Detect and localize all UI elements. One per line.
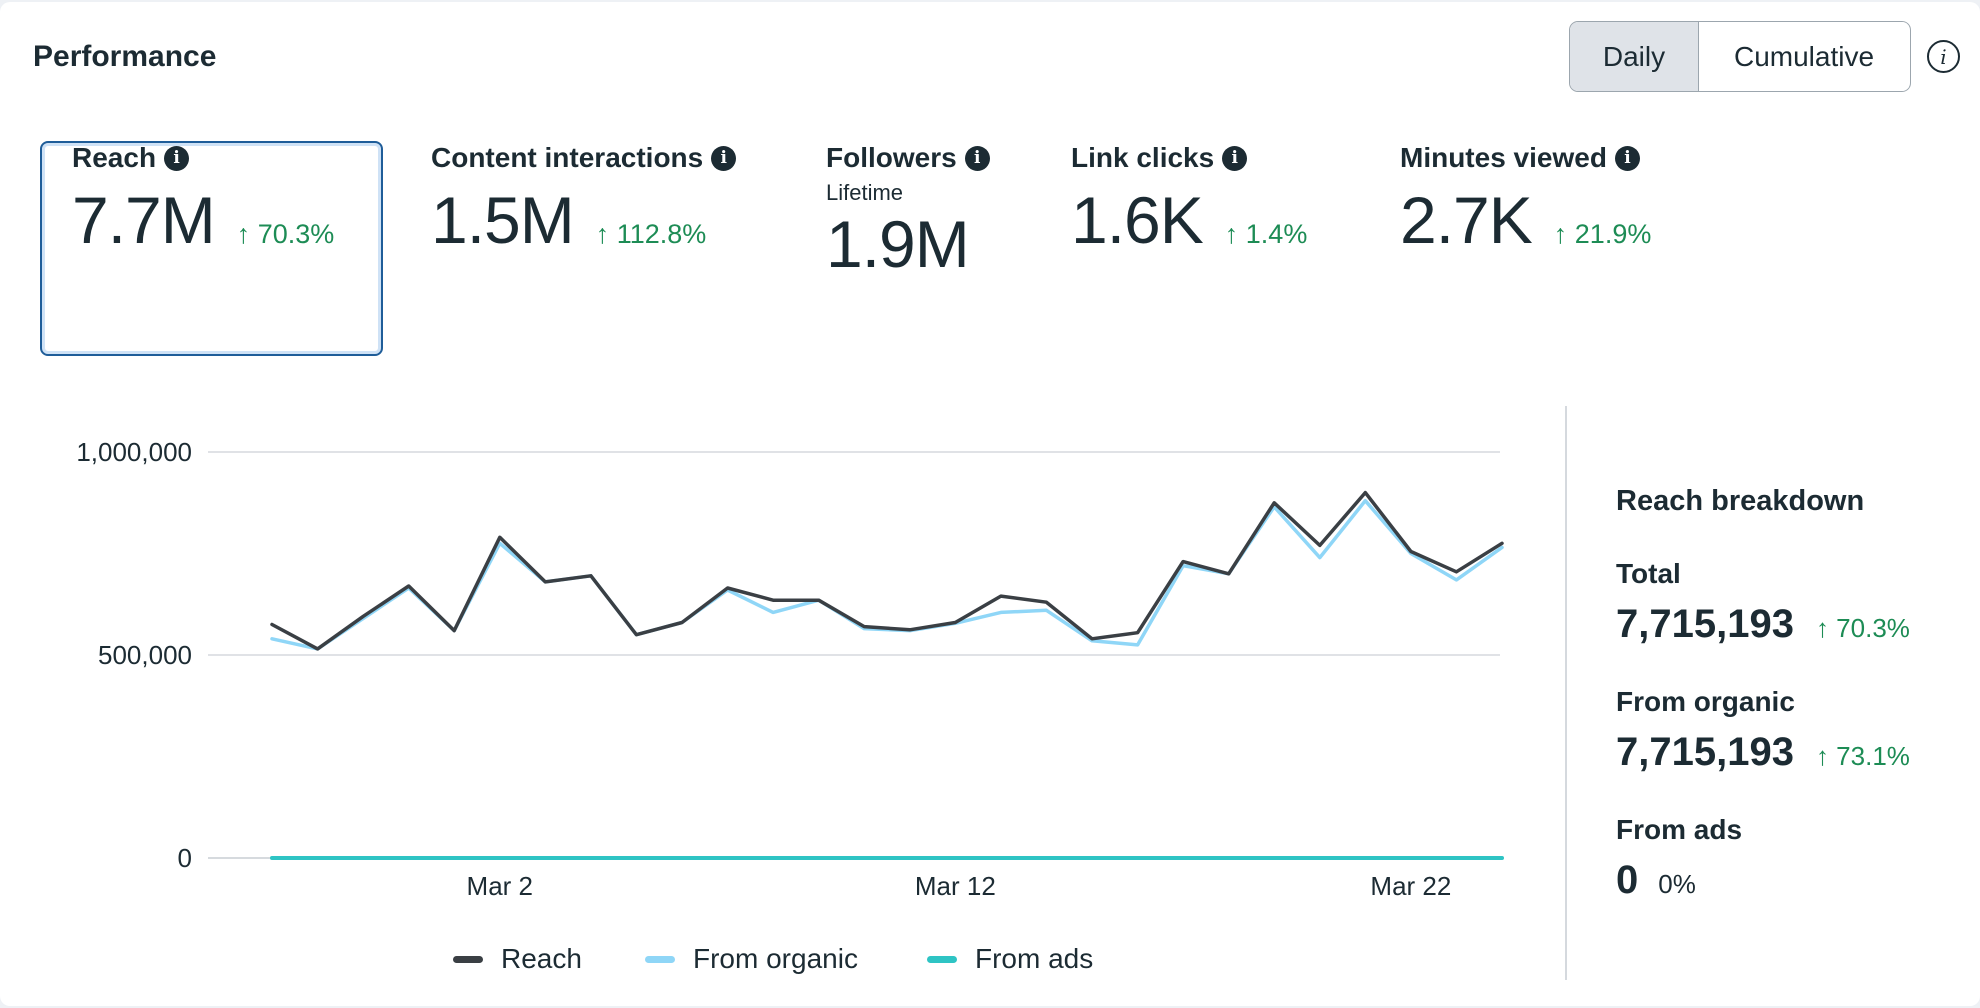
metric-sublabel: Lifetime	[826, 180, 904, 205]
metric-label: Content interactions	[431, 142, 704, 173]
breakdown-organic-change: ↑ 73.1%	[1815, 741, 1910, 771]
info-icon[interactable]: i	[1927, 40, 1960, 73]
legend-label: From ads	[975, 943, 1094, 974]
metric-value: 1.5M	[431, 183, 575, 257]
metric-label: Minutes viewed	[1400, 142, 1607, 173]
daily-button[interactable]: Daily	[1570, 22, 1699, 91]
legend-label: Reach	[501, 943, 582, 974]
legend-swatch	[927, 955, 957, 963]
breakdown-total-row: 7,715,193 ↑ 70.3%	[1616, 602, 1910, 647]
metric-content-interactions[interactable]: Content interactions i 1.5M ↑ 112.8%	[431, 142, 737, 258]
y-tick-label: 1,000,000	[76, 437, 192, 467]
info-icon[interactable]: i	[711, 145, 737, 171]
cumulative-button[interactable]: Cumulative	[1699, 22, 1909, 91]
metric-label: Link clicks	[1071, 142, 1215, 173]
metric-change: ↑ 1.4%	[1224, 219, 1308, 249]
breakdown-ads-row: 0 0%	[1616, 858, 1696, 903]
view-toggle: Daily Cumulative	[1569, 21, 1911, 92]
legend-item-ads[interactable]: From ads	[927, 943, 1093, 975]
metric-followers[interactable]: Followers i Lifetime 1.9M	[826, 142, 990, 282]
breakdown-total-label: Total	[1616, 558, 1681, 589]
y-tick-label: 500,000	[98, 640, 192, 670]
breakdown-organic-label: From organic	[1616, 686, 1795, 717]
metric-value: 2.7K	[1400, 183, 1533, 257]
breakdown-ads-pct: 0%	[1658, 869, 1696, 899]
legend-label: From organic	[693, 943, 858, 974]
legend-item-organic[interactable]: From organic	[645, 943, 858, 975]
breakdown-ads-label: From ads	[1616, 814, 1743, 845]
metric-label: Reach	[72, 142, 157, 173]
metric-minutes-viewed[interactable]: Minutes viewed i 2.7K ↑ 21.9%	[1400, 142, 1651, 258]
legend-swatch	[453, 955, 483, 963]
y-tick-label: 0	[178, 843, 192, 873]
reach-line-chart: 0 500,000 1,000,000 Mar 2 Mar 12 Mar 22	[76, 437, 1504, 901]
info-icon[interactable]: i	[1614, 145, 1640, 171]
breakdown-ads-value: 0	[1616, 858, 1639, 902]
legend-swatch	[645, 955, 675, 963]
info-icon[interactable]: i	[964, 145, 990, 171]
info-icon[interactable]: i	[164, 145, 190, 171]
breakdown-organic-row: 7,715,193 ↑ 73.1%	[1616, 730, 1910, 775]
metric-reach[interactable]: Reach i 7.7M ↑ 70.3%	[72, 142, 334, 258]
metric-value: 1.6K	[1071, 183, 1204, 257]
x-tick-label: Mar 22	[1370, 871, 1451, 901]
page-title: Performance	[33, 40, 217, 73]
x-tick-label: Mar 2	[467, 871, 533, 901]
info-icon[interactable]: i	[1222, 145, 1248, 171]
breakdown-total-value: 7,715,193	[1616, 602, 1794, 646]
metric-value: 1.9M	[826, 207, 970, 281]
metric-change: ↑ 21.9%	[1553, 219, 1652, 249]
series-line-reach	[270, 490, 1504, 651]
divider	[1565, 406, 1567, 980]
metric-change: ↑ 112.8%	[595, 219, 707, 249]
breakdown-title: Reach breakdown	[1616, 485, 1865, 517]
metric-link-clicks[interactable]: Link clicks i 1.6K ↑ 1.4%	[1071, 142, 1307, 258]
metric-value: 7.7M	[72, 183, 216, 257]
metric-change: ↑ 70.3%	[236, 219, 335, 249]
metric-label: Followers	[826, 142, 957, 173]
metric-tile-reach[interactable]	[40, 141, 383, 356]
x-tick-label: Mar 12	[915, 871, 996, 901]
breakdown-total-change: ↑ 70.3%	[1815, 613, 1910, 643]
legend-item-reach[interactable]: Reach	[453, 943, 582, 975]
breakdown-organic-value: 7,715,193	[1616, 730, 1794, 774]
